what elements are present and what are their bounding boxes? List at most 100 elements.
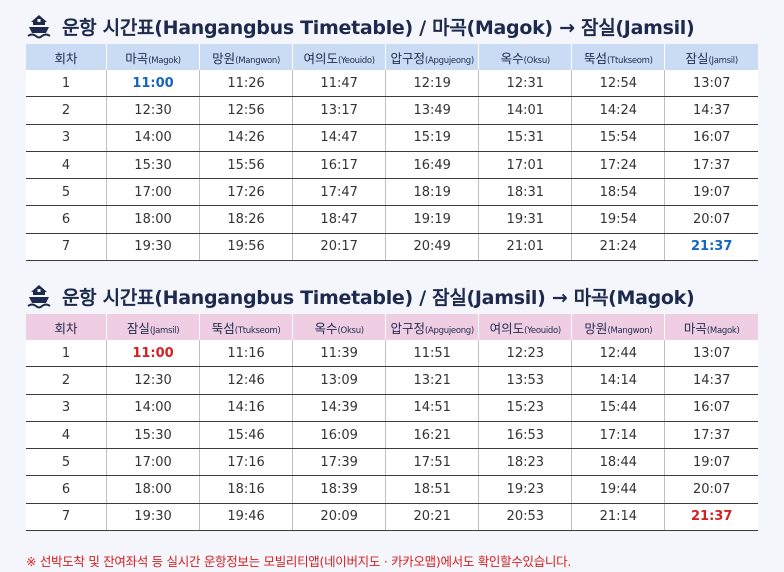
column-header-en: (Yeouido): [338, 55, 375, 66]
column-header: 회차: [26, 314, 107, 340]
column-header-en: (Mangwon): [235, 55, 280, 66]
trip-number-cell: 4: [26, 151, 107, 180]
column-header: 잠실(Jamsil): [106, 314, 201, 340]
time-cell: 13:07: [664, 340, 758, 368]
time-cell: 20:17: [292, 233, 387, 262]
column-header: 옥수(Oksu): [292, 314, 387, 340]
trip-number-cell: 1: [26, 70, 107, 98]
trip-number-cell: 7: [26, 503, 107, 532]
column-header: 여의도(Yeouido): [292, 44, 387, 70]
time-cell: 20:53: [478, 503, 573, 532]
time-cell: 11:00: [106, 70, 201, 98]
section-title: 운항 시간표(Hangangbus Timetable) / 마곡(Magok)…: [26, 8, 758, 44]
time-cell: 20:49: [385, 233, 480, 262]
time-cell: 11:26: [199, 70, 294, 98]
time-cell: 13:53: [478, 366, 573, 395]
time-cell: 13:21: [385, 366, 480, 395]
column-header-en: (Magok): [148, 55, 181, 66]
section-title: 운항 시간표(Hangangbus Timetable) / 잠실(Jamsil…: [26, 278, 758, 314]
time-cell: 18:39: [292, 475, 387, 504]
column-header-ko: 잠실: [126, 320, 150, 336]
table-row: 5 17:00 17:16 17:39 17:51 18:23 18:44 19:07: [26, 448, 758, 477]
time-cell: 18:31: [478, 178, 573, 207]
column-header-en: (Yeouido): [524, 325, 561, 336]
time-cell: 12:44: [571, 340, 666, 368]
time-cell: 15:30: [106, 421, 201, 450]
ship-icon: [26, 13, 52, 39]
column-header-ko: 망원: [212, 50, 236, 66]
time-cell: 11:47: [292, 70, 387, 98]
timetable-jamsil-to-magok: 운항 시간표(Hangangbus Timetable) / 잠실(Jamsil…: [26, 278, 758, 532]
time-cell: 13:09: [292, 366, 387, 395]
table-row: 1 11:00 11:16 11:39 11:51 12:23 12:44 13:07: [26, 340, 758, 368]
time-cell: 14:39: [292, 394, 387, 422]
time-cell: 17:37: [664, 421, 758, 450]
time-cell: 14:47: [292, 124, 387, 152]
time-cell: 13:17: [292, 96, 387, 125]
table-body: 1 11:00 11:16 11:39 11:51 12:23 12:44 13:07 2 12:…: [26, 340, 758, 532]
trip-number-cell: 7: [26, 233, 107, 262]
trip-number-cell: 2: [26, 96, 107, 125]
time-cell: 21:37: [664, 503, 758, 532]
ship-icon: [26, 283, 52, 309]
time-cell: 18:19: [385, 178, 480, 207]
time-cell: 19:31: [478, 205, 573, 234]
table-header-row: 회차 마곡(Magok) 망원(Mangwon) 여의도(Yeouido) 압구정(Ap…: [26, 44, 758, 70]
column-header: 망원(Mangwon): [571, 314, 666, 340]
time-cell: 17:47: [292, 178, 387, 207]
time-cell: 18:44: [571, 448, 666, 477]
time-cell: 11:39: [292, 340, 387, 368]
column-header-en: (Mangwon): [607, 325, 653, 336]
column-header: 옥수(Oksu): [478, 44, 573, 70]
table-row: 7 19:30 19:56 20:17 20:49 21:01 21:24 21:37: [26, 233, 758, 262]
timetable: 회차 잠실(Jamsil) 뚝섬(Ttukseom) 옥수(Oksu) 압구정(Apgu…: [26, 314, 758, 532]
trip-number-cell: 5: [26, 448, 107, 477]
time-cell: 14:37: [664, 96, 758, 125]
column-header: 마곡(Magok): [664, 314, 758, 340]
trip-number-cell: 2: [26, 366, 107, 395]
table-body: 1 11:00 11:26 11:47 12:19 12:31 12:54 13:07 2 12:…: [26, 70, 758, 262]
table-row: 7 19:30 19:46 20:09 20:21 20:53 21:14 21:37: [26, 503, 758, 532]
column-header-ko: 여의도: [489, 320, 525, 336]
time-cell: 14:37: [664, 366, 758, 395]
trip-number-cell: 4: [26, 421, 107, 450]
column-header-en: (Oksu): [337, 325, 365, 336]
time-cell: 17:16: [199, 448, 294, 477]
time-cell: 16:17: [292, 151, 387, 180]
time-cell: 14:26: [199, 124, 294, 152]
time-cell: 17:24: [571, 151, 666, 180]
column-header: 여의도(Yeouido): [478, 314, 573, 340]
time-cell: 21:01: [478, 233, 573, 262]
time-cell: 18:26: [199, 205, 294, 234]
column-header: 뚝섬(Ttukseom): [199, 314, 294, 340]
time-cell: 14:00: [106, 394, 201, 422]
time-cell: 11:00: [106, 340, 201, 368]
time-cell: 14:16: [199, 394, 294, 422]
table-row: 1 11:00 11:26 11:47 12:19 12:31 12:54 13:07: [26, 70, 758, 98]
time-cell: 20:09: [292, 503, 387, 532]
table-header-row: 회차 잠실(Jamsil) 뚝섬(Ttukseom) 옥수(Oksu) 압구정(Apgu…: [26, 314, 758, 340]
time-cell: 18:23: [478, 448, 573, 477]
column-header: 회차: [26, 44, 107, 70]
time-cell: 11:16: [199, 340, 294, 368]
time-cell: 19:30: [106, 233, 201, 262]
time-cell: 12:23: [478, 340, 573, 368]
time-cell: 12:30: [106, 366, 201, 395]
time-cell: 21:37: [664, 233, 758, 262]
column-header-en: (Oksu): [523, 55, 551, 66]
timetable: 회차 마곡(Magok) 망원(Mangwon) 여의도(Yeouido) 압구정(Ap…: [26, 44, 758, 262]
column-header-ko: 뚝섬: [584, 50, 608, 66]
column-header: 망원(Mangwon): [199, 44, 294, 70]
time-cell: 19:46: [199, 503, 294, 532]
column-header-en: (Apgujeong): [425, 55, 474, 66]
time-cell: 19:23: [478, 475, 573, 504]
time-cell: 16:21: [385, 421, 480, 450]
column-header-ko: 회차: [54, 50, 78, 66]
trip-number-cell: 3: [26, 124, 107, 152]
table-row: 3 14:00 14:26 14:47 15:19 15:31 15:54 16:07: [26, 124, 758, 152]
column-header: 마곡(Magok): [106, 44, 201, 70]
column-header-ko: 마곡: [125, 50, 149, 66]
column-header-ko: 옥수: [500, 50, 524, 66]
time-cell: 15:44: [571, 394, 666, 422]
time-cell: 15:23: [478, 394, 573, 422]
